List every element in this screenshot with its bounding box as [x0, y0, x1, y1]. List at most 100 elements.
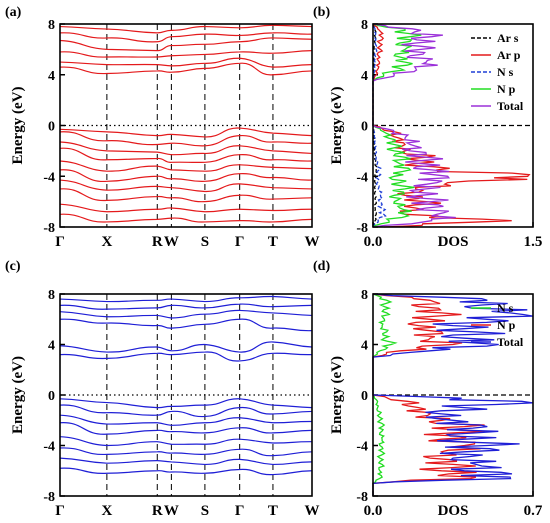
y-tick-label: 0 — [48, 389, 55, 404]
kpoint-label: W — [164, 234, 179, 250]
plot-frame — [59, 23, 313, 228]
y-tick-label: -4 — [356, 170, 368, 185]
panel-d-dos: (d) Energy (eV) 8 4 0 -4 -80.0 0.7 DOS N s N p Tot… — [313, 259, 543, 519]
band-line — [59, 303, 313, 310]
panel-b-dos: (b) Energy (eV) 8 4 0 -4 -80.0 1.5 DOS Ar s Ar p N… — [313, 5, 542, 250]
band-line — [59, 351, 313, 362]
y-tick-label: -8 — [43, 221, 55, 236]
legend-entry: Ar s — [497, 31, 519, 45]
legend-entry: N p — [497, 82, 516, 96]
band-line — [59, 414, 313, 426]
y-axis-label: Energy (eV) — [329, 356, 345, 434]
x-tick-label: 0.0 — [364, 503, 383, 519]
y-tick-label: 8 — [361, 288, 368, 303]
legend-entry: Total — [497, 335, 524, 349]
panel-c-plot: Energy (eV)840-4-8Γ X R W S Γ T W — [10, 288, 320, 519]
panel-c-label: (c) — [5, 259, 21, 274]
band-line — [59, 131, 313, 147]
y-tick-label: -8 — [356, 490, 368, 505]
panel-d-plot: Energy (eV) 8 4 0 -4 -80.0 0.7 DOS N s N p Total — [329, 288, 543, 519]
band-line — [59, 179, 313, 193]
panel-a-label: (a) — [5, 5, 22, 20]
kpoint-label: T — [268, 503, 278, 519]
panel-b-label: (b) — [313, 5, 330, 20]
plot-frame — [59, 293, 313, 497]
band-line — [59, 467, 313, 476]
y-tick-label: 0 — [361, 120, 368, 135]
y-tick-label: -4 — [356, 440, 368, 455]
band-line — [59, 62, 313, 76]
x-tick-label: 0.7 — [524, 503, 543, 519]
y-tick-label: -4 — [43, 440, 55, 455]
x-axis-label: DOS — [438, 503, 469, 519]
band-line — [59, 127, 313, 138]
band-line — [59, 295, 313, 303]
legend-entry: N s — [497, 65, 514, 79]
kpoint-label: R — [152, 234, 163, 250]
kpoint-label: W — [164, 503, 179, 519]
x-axis-label: DOS — [438, 234, 469, 250]
y-tick-label: -8 — [43, 490, 55, 505]
y-tick-label: 0 — [361, 389, 368, 404]
band-line — [59, 24, 313, 34]
y-tick-label: -8 — [356, 221, 368, 236]
legend-entry: Total — [497, 99, 524, 113]
band-line — [59, 50, 313, 58]
kpoint-label: S — [201, 503, 209, 519]
kpoint-label: S — [201, 234, 209, 250]
band-line — [59, 213, 313, 223]
y-tick-label: 4 — [361, 69, 368, 84]
kpoint-label: Γ — [235, 234, 245, 250]
band-line — [59, 309, 313, 319]
legend-entry: N s — [497, 301, 514, 315]
y-tick-label: -4 — [43, 170, 55, 185]
band-line — [59, 37, 313, 52]
y-tick-label: 8 — [48, 288, 55, 303]
panel-c-band-structure: (c) Energy (eV)840-4-8Γ X R W S Γ T W — [5, 259, 320, 519]
kpoint-label: X — [101, 234, 112, 250]
band-line — [59, 457, 313, 466]
y-axis-label: Energy (eV) — [10, 356, 26, 434]
kpoint-label: X — [101, 503, 112, 519]
y-axis-label: Energy (eV) — [10, 87, 26, 165]
band-line — [59, 32, 313, 43]
kpoint-label: T — [268, 234, 278, 250]
panel-a-plot: Energy (eV)840-4-8Γ X R W S Γ T W — [10, 18, 320, 250]
y-tick-label: 8 — [48, 18, 55, 33]
band-line — [59, 398, 313, 409]
legend-entry: Ar p — [497, 48, 521, 62]
band-line — [59, 318, 313, 332]
plot-frame — [372, 23, 534, 228]
plot-frame — [372, 293, 534, 497]
band-line — [59, 160, 313, 172]
y-tick-label: 0 — [48, 120, 55, 135]
band-line — [59, 141, 313, 156]
kpoint-label: R — [152, 503, 163, 519]
band-line — [59, 57, 313, 68]
kpoint-label: Γ — [235, 503, 245, 519]
band-line — [59, 422, 313, 435]
y-axis-label: Energy (eV) — [329, 87, 345, 165]
kpoint-label: Γ — [55, 234, 65, 250]
y-tick-label: 4 — [48, 339, 55, 354]
y-tick-label: 8 — [361, 18, 368, 33]
panel-d-label: (d) — [313, 259, 330, 274]
band-line — [59, 404, 313, 418]
y-tick-label: 4 — [361, 339, 368, 354]
x-tick-label: 1.5 — [524, 234, 543, 250]
y-tick-label: 4 — [48, 69, 55, 84]
x-tick-label: 0.0 — [364, 234, 383, 250]
kpoint-label: Γ — [55, 503, 65, 519]
band-line — [59, 169, 313, 182]
panel-b-plot: Energy (eV) 8 4 0 -4 -80.0 1.5 DOS Ar s Ar p N s N … — [329, 18, 542, 250]
legend-entry: N p — [497, 318, 516, 332]
band-line — [59, 188, 313, 203]
band-line — [59, 436, 313, 447]
band-line — [59, 447, 313, 457]
panel-a-band-structure: (a) Energy (eV)840-4-8Γ X R W S Γ T W — [5, 5, 320, 250]
band-line — [59, 147, 313, 163]
band-line — [59, 203, 313, 213]
kpoint-label: W — [305, 503, 320, 519]
kpoint-label: W — [305, 234, 320, 250]
